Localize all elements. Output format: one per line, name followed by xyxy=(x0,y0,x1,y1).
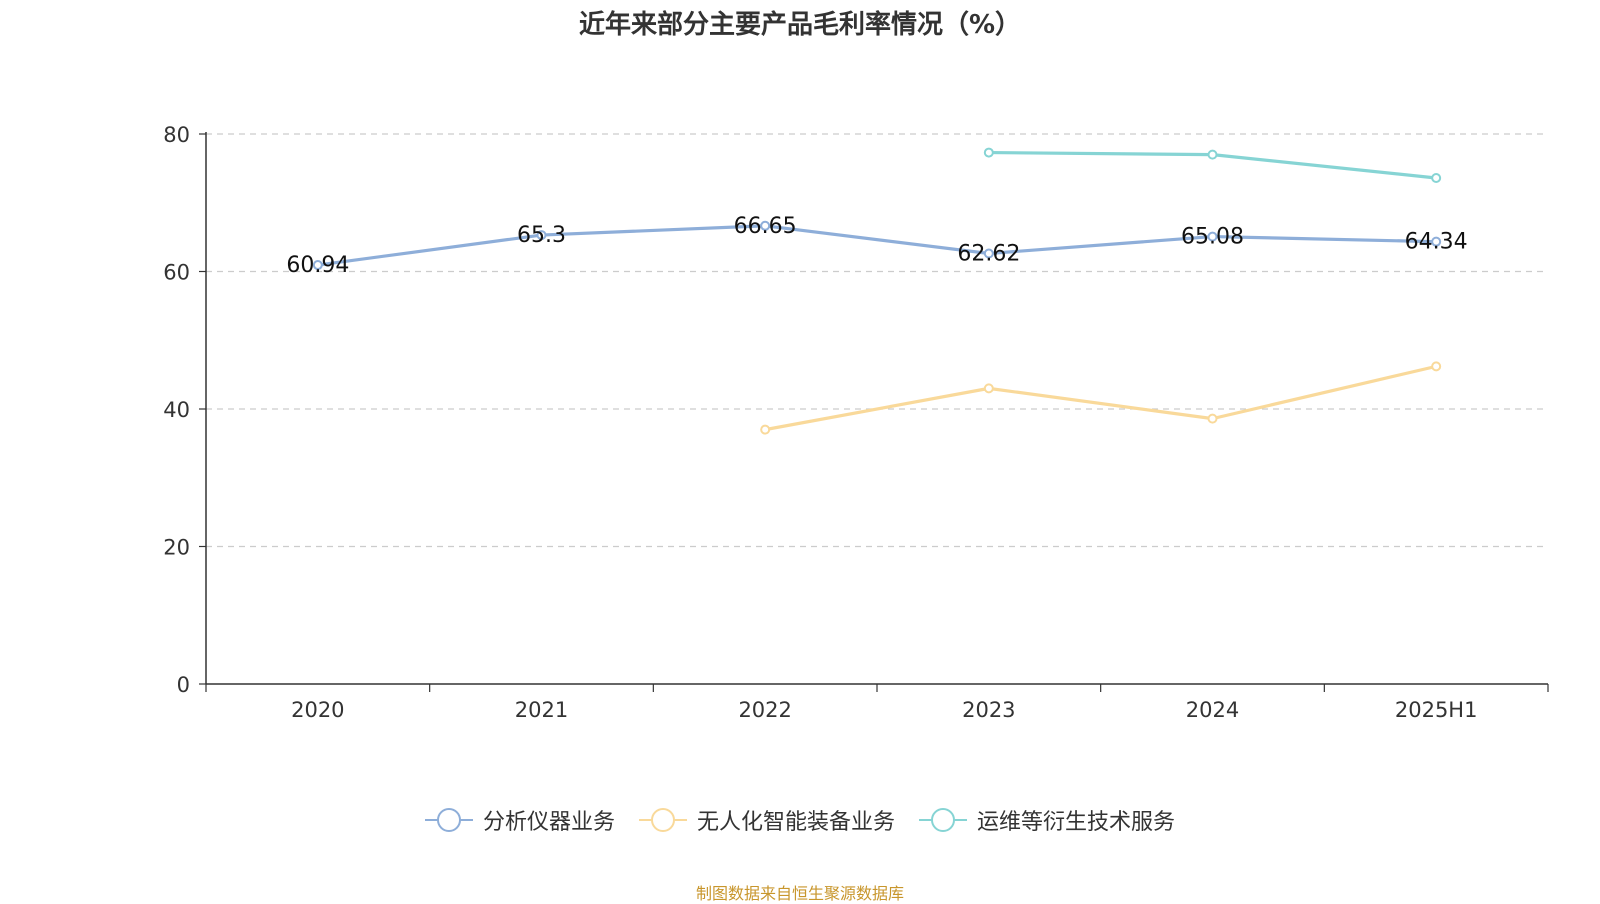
legend-label: 运维等衍生技术服务 xyxy=(977,810,1176,835)
data-label: 65.3 xyxy=(517,223,566,248)
data-point-2 xyxy=(760,424,771,435)
x-tick-label: 2023 xyxy=(962,698,1015,722)
legend-item-service[interactable]: 运维等衍生技术服务 xyxy=(919,804,1175,836)
legend-marker-icon xyxy=(919,806,967,834)
y-tick-label: 20 xyxy=(163,536,190,560)
legend-item-equipment[interactable]: 无人化智能装备业务 xyxy=(638,804,895,836)
data-point-3 xyxy=(983,147,994,158)
data-point-2 xyxy=(1431,361,1442,372)
source-note: 制图数据来自恒生聚源数据库 xyxy=(695,884,904,903)
y-tick-label: 40 xyxy=(163,398,190,422)
data-label: 60.94 xyxy=(286,253,349,278)
legend-circle xyxy=(436,808,461,832)
data-label: 65.08 xyxy=(1181,225,1244,250)
x-tick-label: 2024 xyxy=(1186,698,1239,722)
data-label: 64.34 xyxy=(1405,230,1468,255)
y-tick-label: 80 xyxy=(163,123,190,147)
data-point-3 xyxy=(1207,149,1218,160)
legend: 分析仪器业务 无人化智能装备业务 运维等衍生技术服务 xyxy=(0,804,1600,836)
chart-title: 近年来部分主要产品毛利率情况（%） xyxy=(578,10,1022,40)
data-point-1 xyxy=(1207,231,1218,242)
data-point-1 xyxy=(760,220,771,231)
series-line-1 xyxy=(317,224,1437,267)
data-label: 62.62 xyxy=(957,241,1020,266)
data-point-1 xyxy=(983,248,994,259)
data-point-1 xyxy=(1431,236,1442,247)
legend-marker-icon xyxy=(424,806,473,834)
x-tick-label: 2020 xyxy=(291,698,344,722)
legend-marker-icon xyxy=(638,806,687,834)
data-label: 66.65 xyxy=(734,214,797,239)
series-line-2 xyxy=(764,364,1437,432)
legend-label: 无人化智能装备业务 xyxy=(696,810,895,835)
data-point-1 xyxy=(312,260,323,271)
y-tick-label: 0 xyxy=(177,673,190,697)
data-point-3 xyxy=(1431,173,1442,183)
x-tick-label: 2021 xyxy=(515,698,568,722)
x-tick-label: 2025H1 xyxy=(1395,698,1478,722)
data-point-2 xyxy=(983,383,994,394)
data-point-1 xyxy=(536,230,547,241)
legend-item-analysis[interactable]: 分析仪器业务 xyxy=(424,804,615,836)
legend-circle xyxy=(931,808,955,832)
legend-label: 分析仪器业务 xyxy=(482,810,615,835)
legend-circle xyxy=(650,808,675,832)
x-tick-label: 2022 xyxy=(738,698,791,722)
y-tick-label: 60 xyxy=(163,261,190,285)
data-point-2 xyxy=(1207,413,1218,424)
